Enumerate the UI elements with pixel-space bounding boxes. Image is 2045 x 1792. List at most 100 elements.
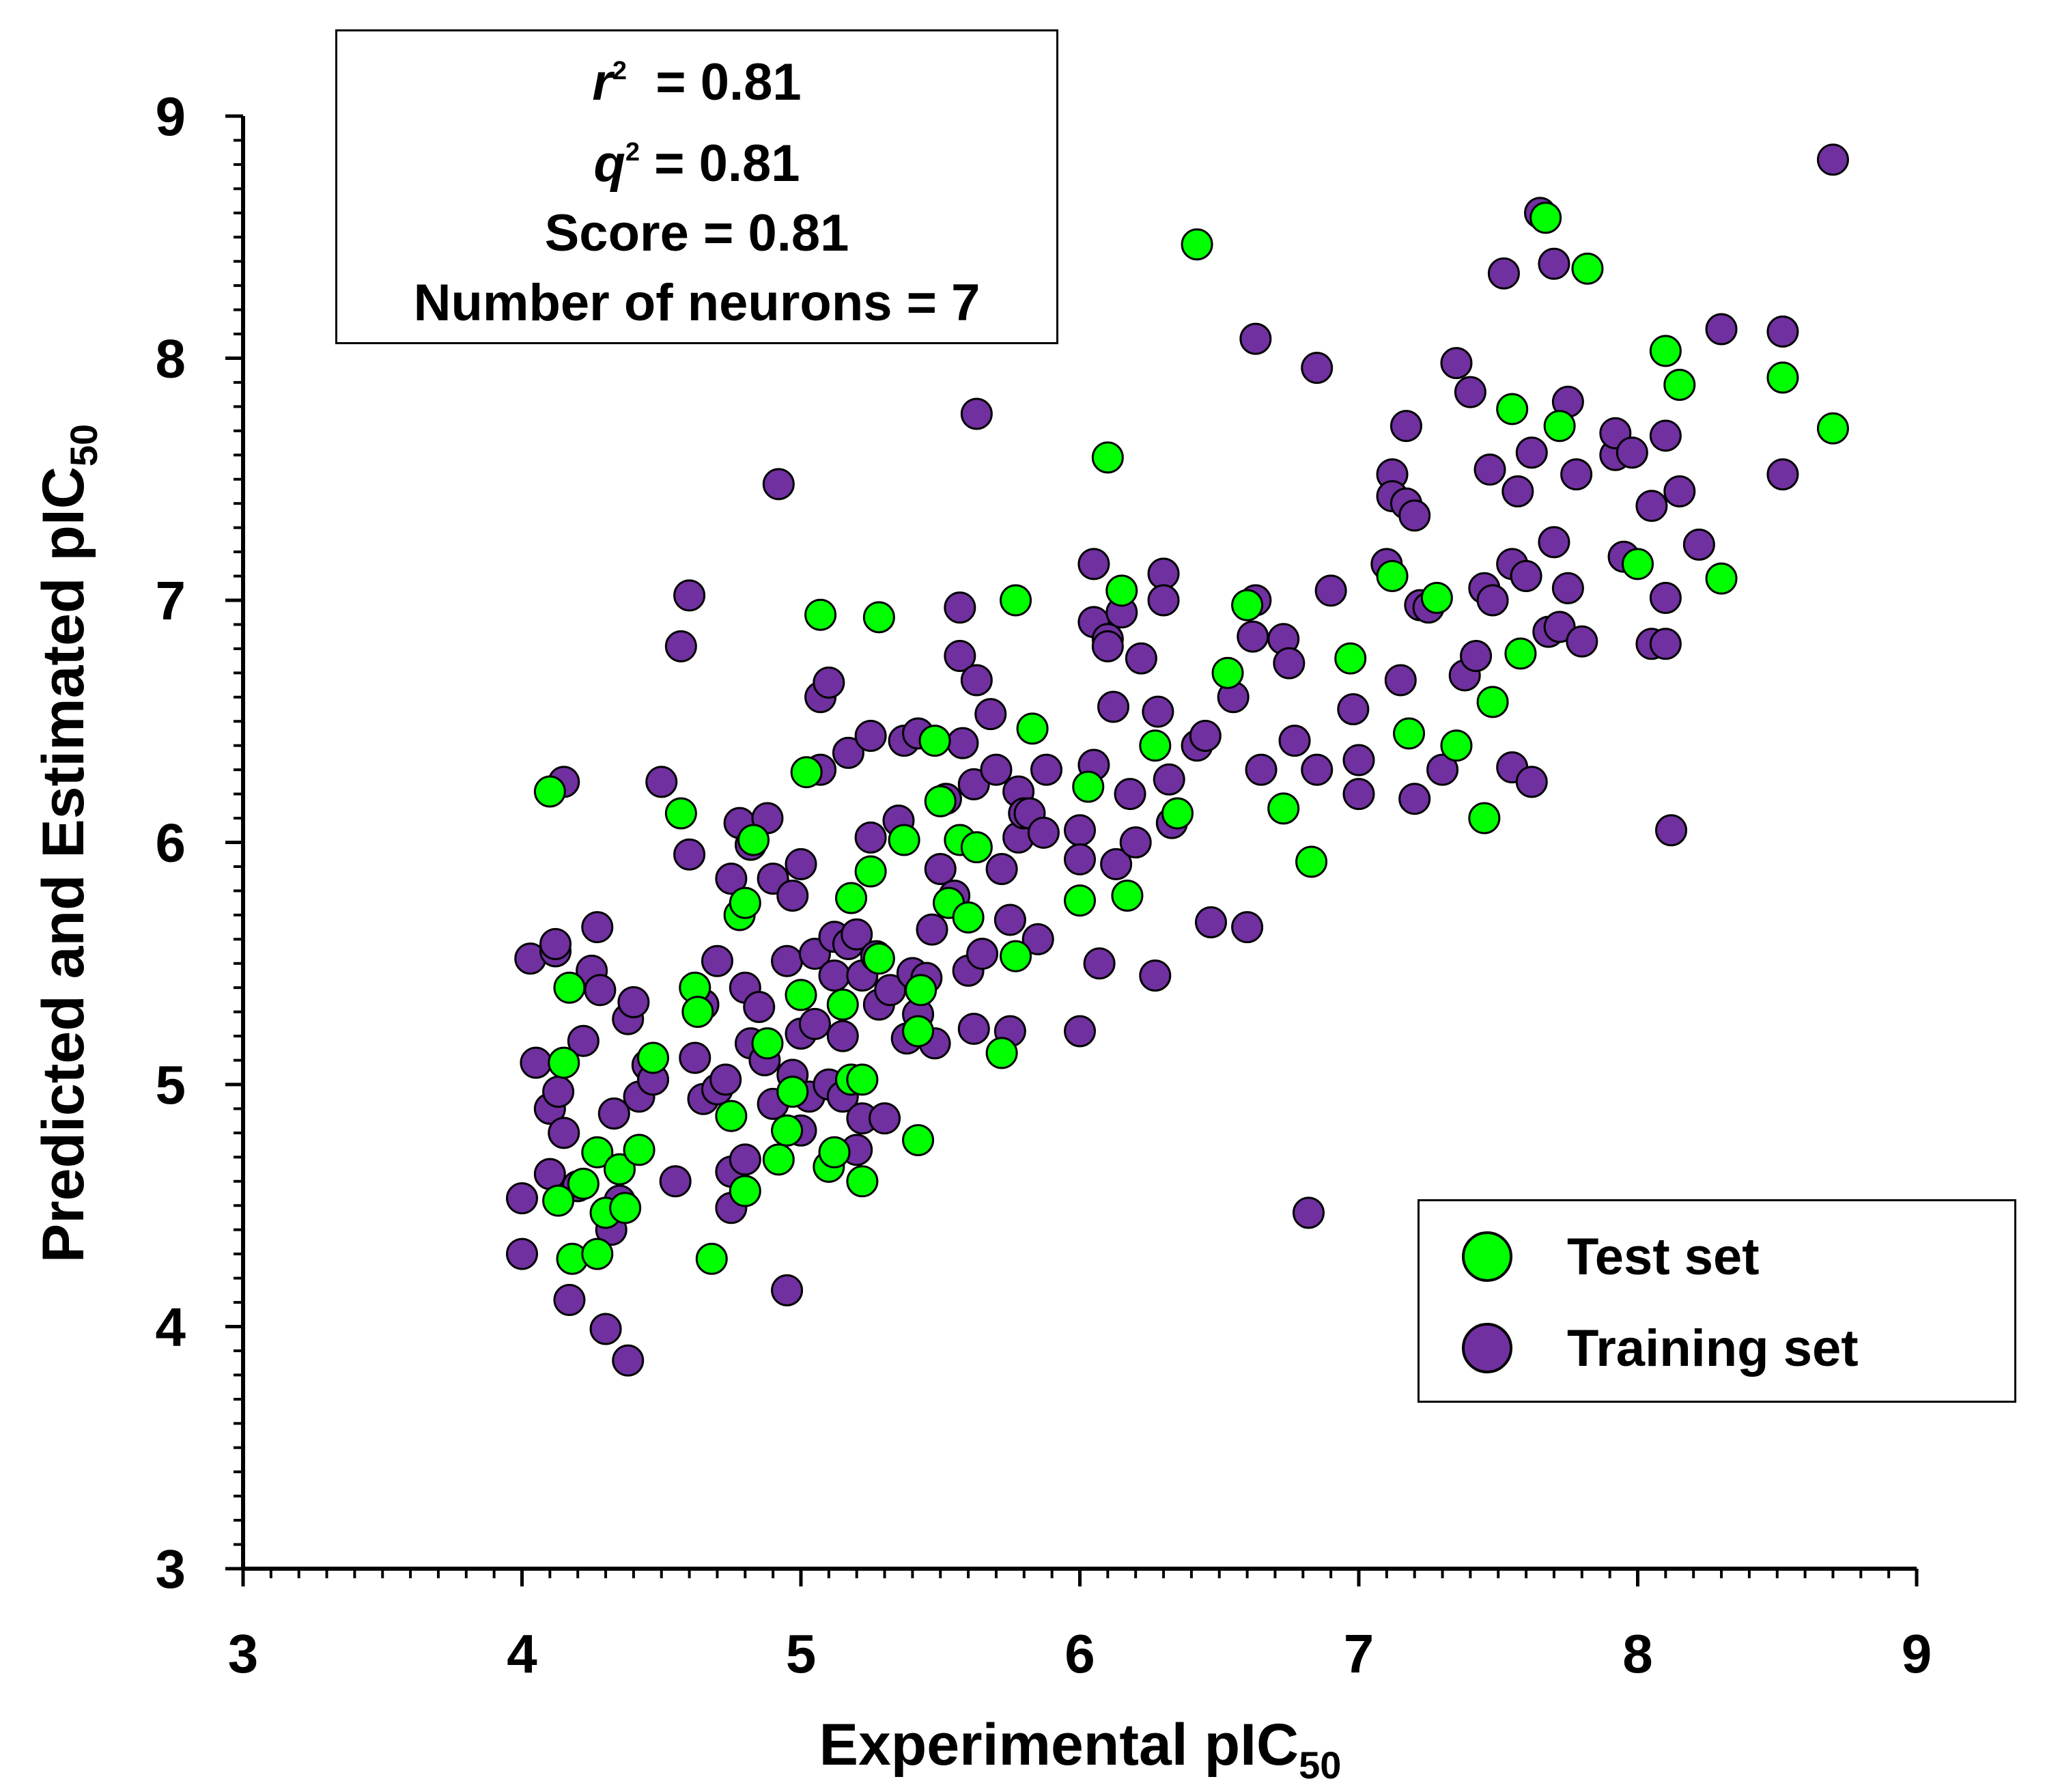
y-tick-label: 5 <box>156 1054 186 1115</box>
training-point <box>960 397 993 430</box>
test-point <box>636 1041 669 1074</box>
test-point <box>818 1136 851 1168</box>
test-point <box>1064 884 1096 917</box>
training-point <box>533 1158 566 1190</box>
training-point <box>771 944 804 977</box>
training-point <box>1538 526 1570 559</box>
test-point <box>790 756 823 789</box>
training-point <box>1454 376 1486 408</box>
training-point <box>946 727 979 759</box>
test-point <box>1705 562 1738 595</box>
training-point <box>567 1024 600 1057</box>
training-point <box>1510 560 1542 593</box>
test-point <box>888 824 920 856</box>
test-point <box>902 1124 935 1157</box>
training-point <box>1398 499 1431 532</box>
y-tick-label: 4 <box>156 1297 186 1358</box>
test-point <box>960 831 993 864</box>
test-point <box>1393 717 1426 750</box>
test-point <box>681 996 714 1028</box>
training-point <box>1476 584 1509 617</box>
training-point <box>841 918 873 951</box>
training-point <box>597 1097 630 1130</box>
training-point <box>548 1117 580 1149</box>
training-point <box>869 1102 901 1135</box>
training-point <box>1560 458 1593 491</box>
test-point <box>1111 879 1144 912</box>
stat-q-squared: q2 = 0.81 <box>593 134 800 193</box>
test-point <box>1000 584 1032 617</box>
training-point <box>743 991 776 1024</box>
training-point <box>617 985 650 1018</box>
training-point <box>1663 475 1696 507</box>
training-point <box>1473 453 1506 486</box>
test-point <box>854 855 887 888</box>
test-point <box>715 1100 748 1132</box>
training-point <box>1301 753 1334 786</box>
test-point <box>1571 252 1604 285</box>
x-tick-label: 4 <box>507 1623 537 1684</box>
test-point <box>1766 361 1799 394</box>
training-point <box>1501 475 1534 507</box>
stat-r-squared: r2 = 0.81 <box>592 53 802 111</box>
training-point <box>1766 316 1799 348</box>
test-point <box>846 1063 879 1096</box>
test-point <box>581 1136 614 1168</box>
training-point <box>826 1020 859 1052</box>
legend: Test set Training set <box>1418 1199 2016 1403</box>
test-point <box>1091 441 1124 474</box>
training-point <box>1705 313 1738 346</box>
training-point <box>1100 848 1133 880</box>
test-point <box>548 1046 580 1079</box>
training-point <box>1064 814 1096 847</box>
test-point <box>918 725 951 757</box>
test-point <box>1231 589 1264 621</box>
test-point <box>862 942 895 975</box>
training-point <box>1766 458 1799 491</box>
test-point <box>623 1134 655 1166</box>
test-point <box>785 979 817 1011</box>
training-point <box>1064 1015 1096 1048</box>
training-point <box>1487 257 1520 290</box>
training-point <box>1515 436 1548 469</box>
test-point <box>862 601 895 634</box>
training-point <box>506 1237 538 1270</box>
training-point <box>1114 778 1146 811</box>
training-point <box>924 852 957 885</box>
test-point <box>737 824 770 856</box>
test-point <box>664 797 697 830</box>
training-point <box>1390 410 1422 443</box>
test-point <box>1649 335 1682 367</box>
test-point <box>1622 548 1654 580</box>
training-point <box>832 736 864 769</box>
test-point <box>553 971 586 1004</box>
training-point <box>729 1143 761 1176</box>
test-point <box>776 1076 809 1108</box>
training-point <box>854 720 887 753</box>
test-point <box>1440 729 1473 762</box>
training-point <box>679 1041 711 1074</box>
training-point <box>1091 630 1124 662</box>
training-point <box>1616 436 1648 469</box>
x-tick-label: 7 <box>1344 1623 1374 1684</box>
training-point <box>1460 640 1493 673</box>
training-point <box>1239 322 1272 355</box>
training-point <box>974 698 1007 731</box>
training-point <box>1342 744 1375 776</box>
training-point <box>785 848 817 880</box>
test-point <box>542 1184 575 1217</box>
training-point <box>1245 753 1278 786</box>
training-point <box>1649 581 1682 614</box>
training-point <box>957 1012 990 1045</box>
training-point <box>1649 419 1682 452</box>
training-point <box>1147 557 1180 590</box>
test-point <box>1181 228 1213 261</box>
test-point <box>1543 410 1576 443</box>
training-point <box>1566 625 1598 658</box>
training-point <box>966 938 999 970</box>
training-point <box>1515 766 1548 798</box>
x-tick-label: 6 <box>1064 1623 1095 1684</box>
training-point <box>659 1165 692 1198</box>
training-point <box>1077 548 1110 580</box>
test-point <box>905 974 937 1007</box>
